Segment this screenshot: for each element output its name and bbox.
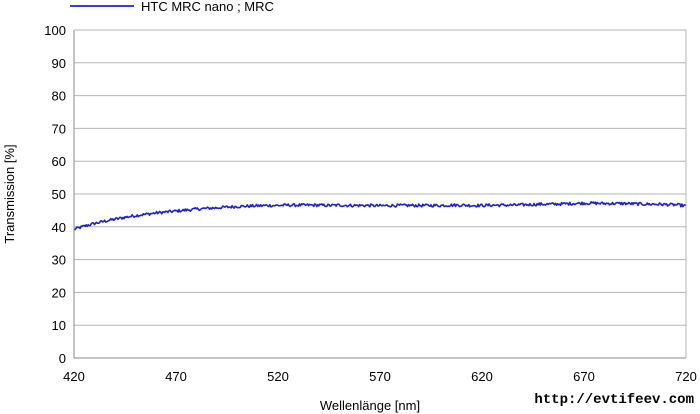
watermark-text: http://evtifeev.com [534, 392, 694, 408]
legend-entry-label: HTC MRC nano ; MRC [141, 0, 274, 14]
x-tick-label: 670 [573, 369, 595, 384]
x-tick-label: 470 [165, 369, 187, 384]
x-tick-label: 570 [369, 369, 391, 384]
x-tick-label: 720 [675, 369, 697, 384]
y-tick-label: 10 [52, 318, 66, 333]
y-tick-label: 40 [52, 220, 66, 235]
y-tick-label: 20 [52, 285, 66, 300]
gridlines [74, 29, 686, 326]
legend: HTC MRC nano ; MRC [70, 0, 274, 14]
y-tick-label: 80 [52, 89, 66, 104]
y-tick-labels: 0 10 20 30 40 50 60 70 80 90 100 [44, 23, 66, 366]
x-tick-labels: 420 470 520 570 620 670 720 [63, 369, 697, 384]
y-tick-label: 30 [52, 253, 66, 268]
axes [73, 30, 687, 359]
y-tick-label: 70 [52, 121, 66, 136]
y-tick-label: 90 [52, 56, 66, 71]
y-tick-label: 60 [52, 154, 66, 169]
series-line [73, 200, 687, 231]
x-axis-label: Wellenlänge [nm] [320, 398, 420, 413]
y-axis-label: Transmission [%] [2, 144, 17, 243]
y-tick-label: 100 [44, 23, 66, 38]
y-tick-label: 50 [52, 187, 66, 202]
x-tick-label: 620 [471, 369, 493, 384]
y-tick-label: 0 [59, 351, 66, 366]
x-tick-label: 520 [267, 369, 289, 384]
x-tick-label: 420 [63, 369, 85, 384]
series-layer [73, 200, 687, 231]
